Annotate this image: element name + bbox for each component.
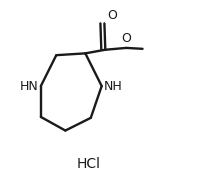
Text: HCl: HCl: [77, 157, 101, 171]
Text: HN: HN: [20, 80, 39, 93]
Text: NH: NH: [103, 80, 122, 93]
Text: O: O: [121, 32, 131, 45]
Text: O: O: [107, 9, 116, 22]
